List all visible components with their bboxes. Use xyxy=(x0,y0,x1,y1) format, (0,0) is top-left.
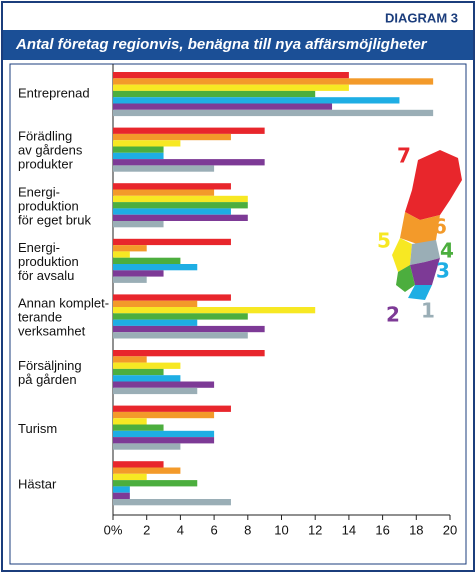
bar xyxy=(113,362,181,369)
bar xyxy=(113,467,181,474)
category-label: Energi-produktion för avsalu xyxy=(18,240,79,283)
bar xyxy=(113,251,130,258)
bar xyxy=(113,294,231,301)
bar xyxy=(113,140,181,147)
x-tick-label: 16 xyxy=(375,522,389,537)
bar xyxy=(113,109,434,117)
x-tick-label: 10 xyxy=(274,522,288,537)
bar xyxy=(113,356,147,363)
bar xyxy=(113,238,231,246)
map xyxy=(392,150,462,300)
map-region xyxy=(408,285,432,300)
category-label: Turism xyxy=(18,421,57,436)
category-label: Förädling av gårdens produkter xyxy=(18,129,83,172)
bar xyxy=(113,84,349,91)
legend-label: 1 xyxy=(421,299,435,323)
legend-label: 6 xyxy=(433,215,447,239)
bar xyxy=(113,276,147,283)
bar xyxy=(113,319,198,326)
bar xyxy=(113,208,231,215)
map-region xyxy=(392,238,412,272)
bar xyxy=(113,264,198,271)
category-label: Hästar xyxy=(18,477,57,492)
bar xyxy=(113,270,164,277)
bar xyxy=(113,443,181,450)
badge-band xyxy=(3,8,473,30)
bar xyxy=(113,325,265,333)
bar xyxy=(113,313,248,320)
bar xyxy=(113,189,215,196)
x-tick-label: 14 xyxy=(342,522,356,537)
category-label: Försäljning på gården xyxy=(18,358,82,387)
bar xyxy=(113,221,164,228)
x-tick-label: 8 xyxy=(244,522,251,537)
category-label: Entreprenad xyxy=(18,85,90,100)
bar xyxy=(113,387,198,395)
bar xyxy=(113,350,265,357)
bar xyxy=(113,146,164,153)
bar xyxy=(113,461,164,468)
bar xyxy=(113,90,316,98)
map-region xyxy=(396,265,415,292)
bar xyxy=(113,332,248,339)
legend-label: 2 xyxy=(386,303,400,327)
bar xyxy=(113,368,164,376)
bar xyxy=(113,127,265,134)
legend-label: 7 xyxy=(397,144,411,168)
bar xyxy=(113,195,248,203)
bar xyxy=(113,375,181,382)
bar xyxy=(113,499,231,506)
plot-frame xyxy=(9,63,467,565)
x-tick-label: 4 xyxy=(177,522,184,537)
bar xyxy=(113,165,215,172)
bar xyxy=(113,245,147,252)
category-label: Annan komplet-terande verksamhet xyxy=(18,296,109,339)
chart-title: Antal företag regionvis, benägna till ny… xyxy=(15,36,428,53)
bar xyxy=(113,159,265,166)
bar xyxy=(113,405,231,412)
bar xyxy=(113,202,248,209)
bar xyxy=(113,480,198,487)
bar xyxy=(113,103,333,110)
map-region xyxy=(410,258,440,285)
map-region xyxy=(400,212,440,245)
bar xyxy=(113,78,434,85)
bar xyxy=(113,411,215,419)
bar xyxy=(113,300,198,307)
badge: DIAGRAM 3 xyxy=(385,10,458,25)
map-region xyxy=(405,150,462,220)
bar xyxy=(113,492,130,499)
bar xyxy=(113,183,231,190)
x-tick-label: 0% xyxy=(104,522,123,537)
x-tick-label: 20 xyxy=(443,522,457,537)
bar xyxy=(113,437,215,444)
map-region xyxy=(410,240,440,265)
bar xyxy=(113,72,349,79)
x-tick-label: 6 xyxy=(210,522,217,537)
bar xyxy=(113,133,231,141)
bar xyxy=(113,214,248,221)
x-tick-label: 18 xyxy=(409,522,423,537)
legend-label: 4 xyxy=(440,239,454,263)
category-label: Energi-produktion för eget bruk xyxy=(18,185,91,228)
bar xyxy=(113,257,181,264)
bar xyxy=(113,97,400,104)
bar xyxy=(113,473,147,481)
bar xyxy=(113,152,164,160)
legend-label: 5 xyxy=(377,229,391,253)
bar xyxy=(113,418,147,425)
bar xyxy=(113,307,316,314)
title-band xyxy=(3,30,473,60)
legend-label: 3 xyxy=(436,259,450,283)
x-tick-label: 12 xyxy=(308,522,322,537)
bar xyxy=(113,381,215,388)
bar xyxy=(113,430,215,438)
x-tick-label: 2 xyxy=(143,522,150,537)
bar xyxy=(113,424,164,431)
bar xyxy=(113,486,130,493)
